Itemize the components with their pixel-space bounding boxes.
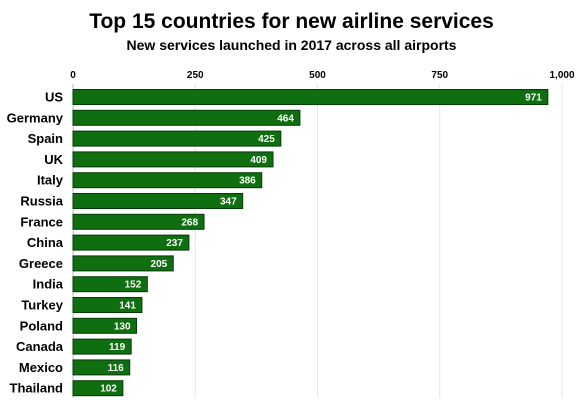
x-tick-label: 250 (187, 70, 204, 81)
x-tick-label: 500 (309, 70, 326, 81)
data-label: 205 (151, 259, 168, 270)
category-label: US (45, 90, 63, 105)
data-label: 116 (108, 363, 125, 374)
bar (72, 109, 301, 126)
category-label: Germany (7, 110, 64, 125)
bar (72, 130, 282, 147)
bar (72, 380, 124, 397)
data-label: 386 (239, 176, 256, 187)
category-label: France (20, 214, 63, 229)
category-label: Thailand (10, 381, 64, 396)
category-label: Spain (28, 131, 63, 146)
x-tick-label: 0 (70, 70, 76, 81)
chart-subtitle: New services launched in 2017 across all… (126, 37, 457, 53)
category-label: Russia (20, 194, 63, 209)
category-label: Italy (37, 173, 64, 188)
data-label: 347 (220, 197, 237, 208)
x-tick-label: 750 (431, 70, 448, 81)
bar (72, 276, 148, 293)
data-label: 464 (277, 113, 294, 124)
category-label: Poland (20, 318, 63, 333)
bar (72, 297, 143, 313)
bar (72, 255, 174, 272)
chart-title: Top 15 countries for new airline service… (89, 10, 494, 33)
category-label: Turkey (21, 298, 63, 313)
data-label: 237 (166, 238, 183, 249)
data-label: 141 (119, 301, 136, 312)
bar (72, 213, 205, 230)
category-label: Greece (19, 256, 63, 271)
data-label: 971 (525, 93, 542, 104)
category-label: Mexico (19, 360, 63, 375)
bar (72, 89, 549, 105)
bar (72, 193, 244, 209)
bar (72, 317, 138, 334)
bar (72, 359, 131, 376)
data-label: 409 (250, 155, 267, 166)
bar (72, 234, 190, 251)
bar (72, 172, 263, 189)
data-label: 130 (114, 321, 131, 332)
category-label: UK (44, 152, 63, 167)
x-tick-label: 1,000 (549, 70, 574, 81)
category-label: India (33, 277, 64, 292)
data-label: 102 (100, 384, 117, 395)
data-label: 119 (109, 342, 126, 353)
data-label: 425 (258, 134, 275, 145)
data-label: 268 (181, 217, 198, 228)
data-label: 152 (125, 280, 142, 291)
bar (72, 151, 274, 168)
category-label: Canada (16, 339, 64, 354)
bar (72, 338, 132, 355)
category-label: China (27, 235, 64, 250)
